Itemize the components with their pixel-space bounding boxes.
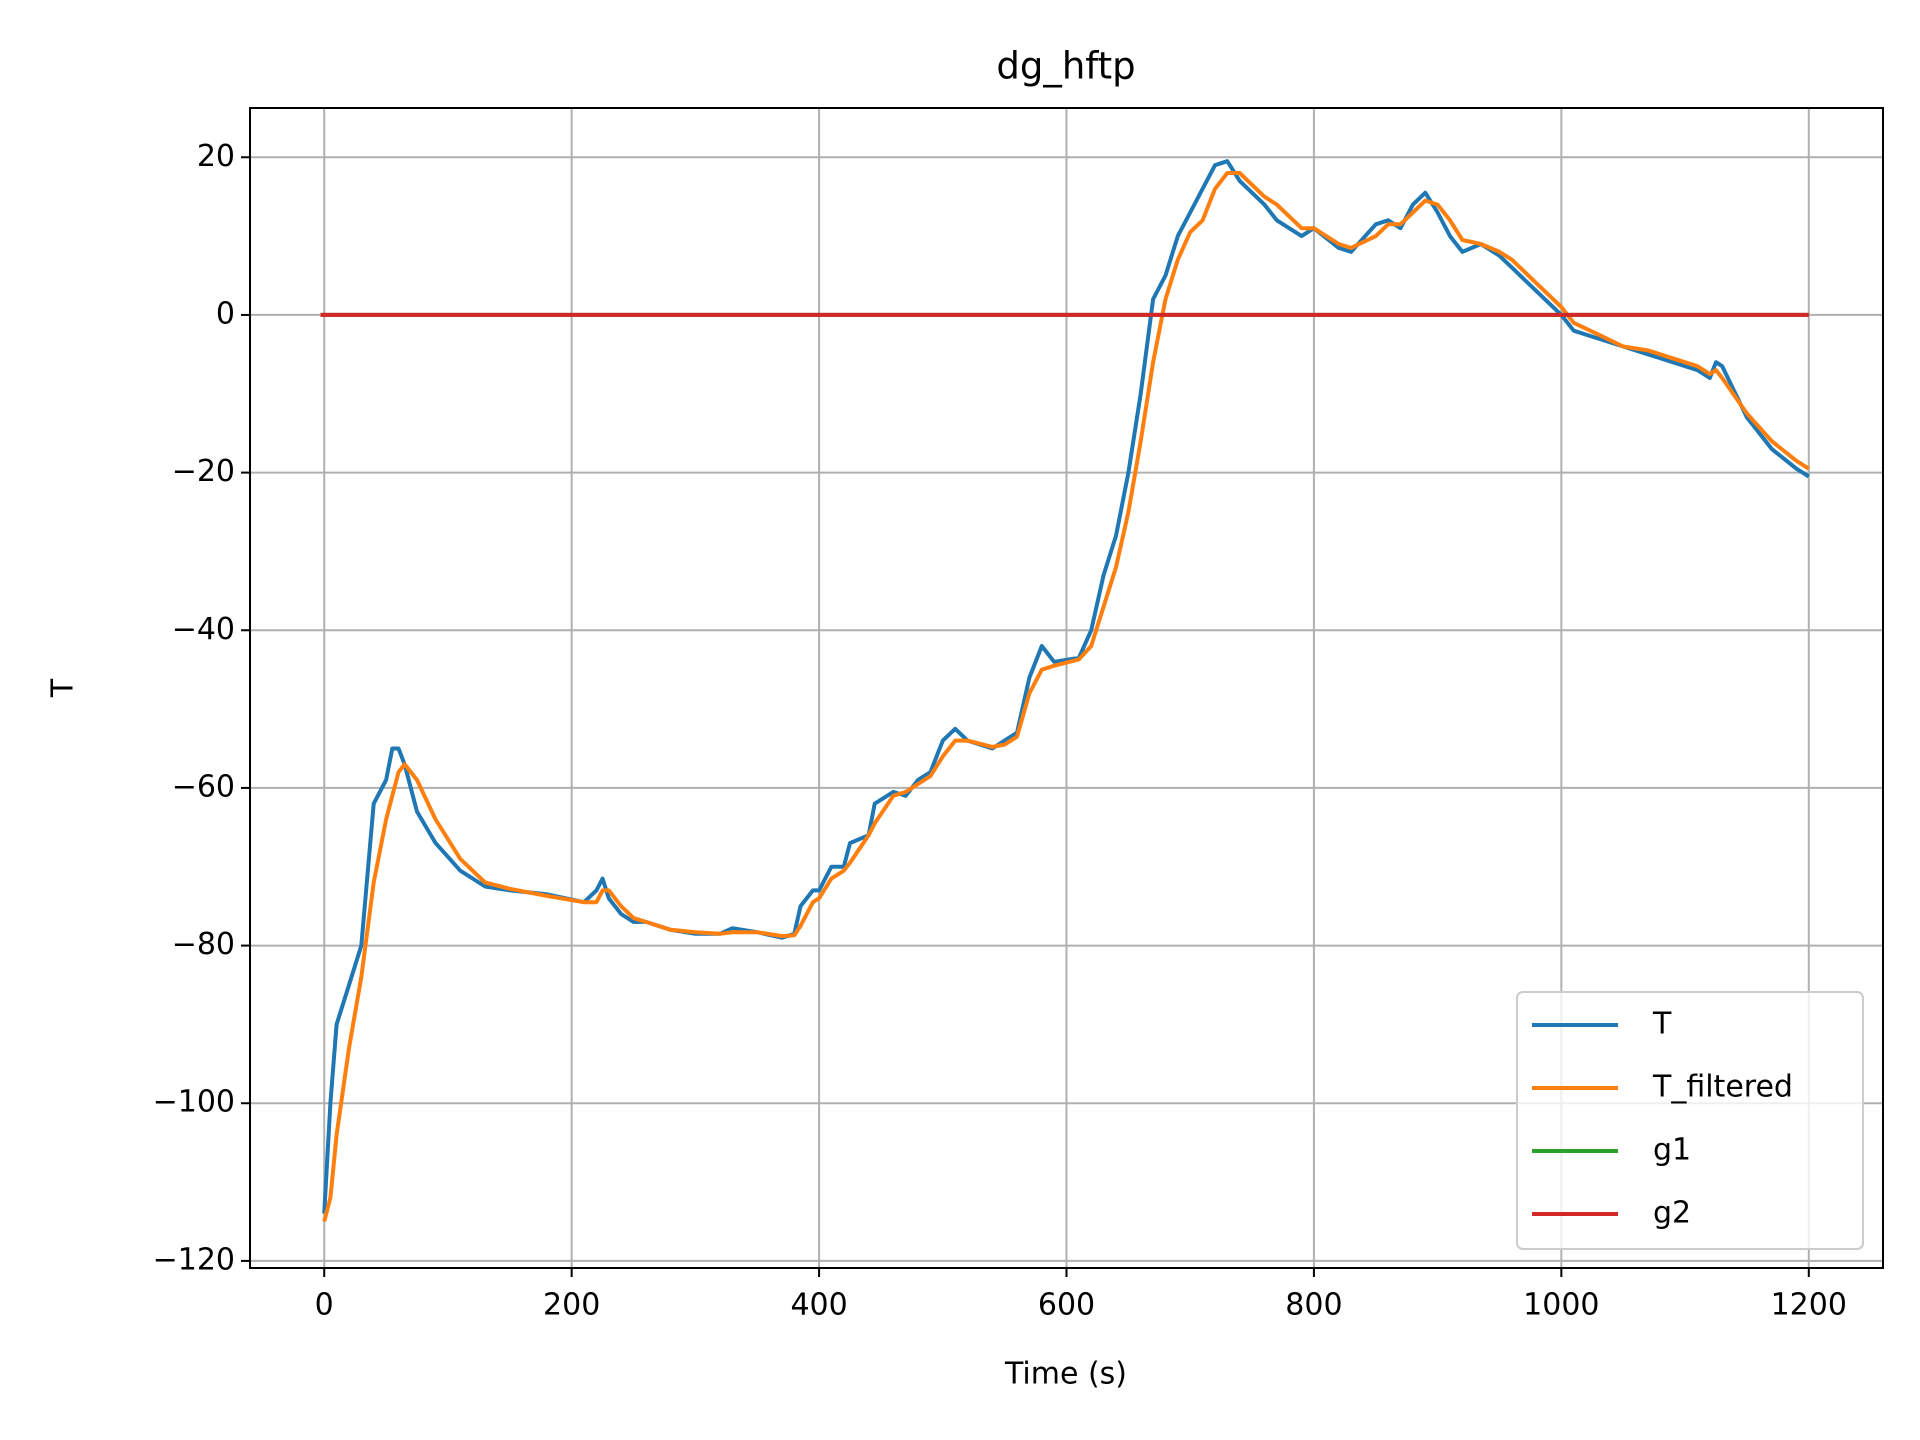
chart-title: dg_hftp bbox=[996, 45, 1135, 88]
y-tick-label: 0 bbox=[216, 296, 235, 331]
x-tick-label: 1200 bbox=[1771, 1288, 1847, 1323]
x-tick-label: 200 bbox=[543, 1288, 600, 1323]
legend-label: g1 bbox=[1653, 1133, 1691, 1168]
line bbox=[322, 171, 1810, 1223]
legend-label: T_filtered bbox=[1652, 1070, 1793, 1105]
plot-frame bbox=[249, 107, 1884, 1269]
y-tick-label: −80 bbox=[172, 927, 235, 962]
legend-label: g2 bbox=[1653, 1196, 1691, 1231]
y-tick-label: 20 bbox=[197, 139, 235, 174]
x-tick-label: 0 bbox=[315, 1288, 334, 1323]
x-tick-label: 800 bbox=[1285, 1288, 1342, 1323]
legend-label: T bbox=[1652, 1007, 1672, 1042]
y-tick-label: −40 bbox=[172, 612, 235, 647]
y-tick-label: −20 bbox=[172, 454, 235, 489]
x-axis-label: Time (s) bbox=[1004, 1357, 1127, 1392]
y-tick-label: −100 bbox=[153, 1085, 235, 1120]
x-tick-label: 600 bbox=[1038, 1288, 1095, 1323]
legend-box bbox=[1516, 991, 1864, 1250]
y-tick-label: −120 bbox=[153, 1242, 235, 1277]
x-tick-label: 400 bbox=[790, 1288, 847, 1323]
y-axis-label: T bbox=[46, 678, 81, 698]
x-tick-label: 1000 bbox=[1523, 1288, 1599, 1323]
y-tick-label: −60 bbox=[172, 769, 235, 804]
